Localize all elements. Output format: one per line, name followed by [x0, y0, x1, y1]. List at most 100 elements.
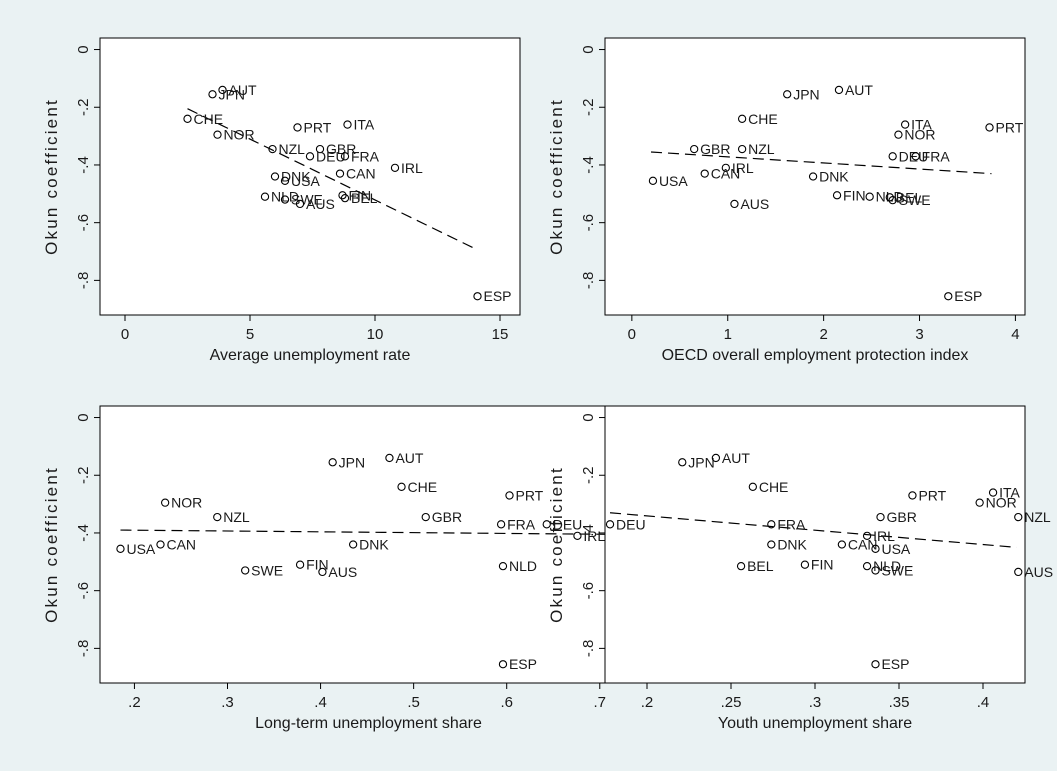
point-label-swe: SWE: [899, 192, 931, 208]
point-label-prt: PRT: [515, 487, 543, 503]
y-tick-label: 0: [580, 45, 597, 53]
data-point-nld: [260, 192, 270, 201]
data-point-usa: [280, 176, 290, 185]
data-point-can: [335, 169, 345, 178]
data-point-dnk: [767, 540, 776, 549]
point-label-gbr: GBR: [887, 509, 917, 525]
point-label-swe: SWE: [291, 192, 323, 208]
data-point-nor: [975, 498, 984, 507]
data-point-nld: [865, 192, 874, 201]
point-label-ita: ITA: [999, 485, 1020, 501]
x-tick-label: .25: [721, 694, 742, 711]
x-tick-label: .4: [977, 694, 990, 711]
x-tick-label: .7: [594, 694, 607, 711]
x-tick-label: 0: [628, 326, 636, 343]
x-axis-label: OECD overall employment protection index: [662, 347, 969, 364]
point-label-prt: PRT: [918, 487, 946, 503]
data-point-esp: [498, 660, 508, 669]
data-point-nor: [894, 130, 903, 139]
y-tick-label: -.2: [75, 466, 92, 484]
fitted-line: [120, 529, 619, 536]
fitted-line: [187, 108, 476, 250]
data-point-jpn: [208, 90, 217, 99]
point-label-dnk: DNK: [359, 537, 389, 553]
data-point-swe: [280, 195, 290, 204]
point-label-nor: NOR: [986, 495, 1017, 511]
data-point-gbr: [315, 144, 325, 154]
point-label-fin: FIN: [811, 557, 834, 573]
point-label-usa: USA: [126, 541, 155, 557]
point-label-irl: IRL: [873, 528, 895, 544]
point-label-prt: PRT: [304, 119, 332, 135]
x-tick-label: .2: [641, 694, 654, 711]
data-point-aut: [218, 85, 227, 95]
data-point-prt: [293, 123, 302, 132]
data-point-nld: [862, 561, 872, 571]
x-tick-label: .4: [314, 694, 327, 711]
point-label-nld: NLD: [509, 558, 537, 574]
data-point-fin: [295, 560, 305, 569]
data-point-bel: [736, 561, 746, 571]
point-label-can: CAN: [848, 537, 878, 553]
data-point-deu: [542, 520, 551, 529]
point-label-esp: ESP: [484, 288, 512, 304]
data-point-esp: [473, 292, 482, 301]
data-point-aut: [711, 453, 721, 463]
x-tick-label: .35: [889, 694, 910, 711]
point-label-usa: USA: [881, 541, 910, 557]
point-label-usa: USA: [659, 173, 688, 189]
data-point-fra: [496, 520, 506, 529]
data-point-jpn: [783, 90, 792, 99]
y-tick-label: -.2: [580, 466, 597, 484]
point-label-fra: FRA: [507, 516, 536, 532]
point-label-fra: FRA: [777, 516, 806, 532]
data-point-nzl: [737, 144, 747, 154]
point-label-fra: FRA: [351, 148, 380, 164]
data-point-che: [183, 114, 192, 123]
data-point-gbr: [876, 512, 885, 522]
point-label-irl: IRL: [583, 528, 605, 544]
data-point-bel: [340, 193, 350, 203]
y-tick-label: -.8: [580, 272, 597, 290]
data-point-can: [837, 540, 847, 549]
data-point-swe: [241, 566, 250, 575]
point-label-dnk: DNK: [819, 169, 849, 185]
x-tick-label: .5: [407, 694, 420, 711]
point-label-che: CHE: [748, 111, 778, 127]
point-label-aut: AUT: [395, 450, 423, 466]
x-tick-label: 10: [367, 326, 384, 343]
point-label-nzl: NZL: [748, 141, 775, 157]
x-tick-label: 1: [724, 326, 732, 343]
point-label-bel: BEL: [896, 189, 923, 205]
point-label-bel: BEL: [747, 558, 774, 574]
data-point-can: [156, 540, 165, 549]
data-point-nld: [498, 561, 508, 571]
y-tick-label: -.6: [580, 582, 597, 600]
y-tick-label: -.8: [75, 640, 92, 658]
point-label-can: CAN: [346, 166, 376, 182]
point-label-nzl: NZL: [1024, 509, 1051, 525]
data-point-prt: [505, 491, 514, 500]
point-label-aus: AUS: [306, 196, 335, 212]
point-label-can: CAN: [166, 537, 196, 553]
data-point-irl: [862, 531, 872, 540]
data-point-fra: [767, 520, 776, 529]
point-label-gbr: GBR: [700, 141, 730, 157]
data-point-dnk: [270, 172, 280, 181]
data-point-che: [748, 482, 757, 491]
point-label-aus: AUS: [740, 196, 769, 212]
data-point-fra: [911, 152, 920, 161]
point-label-bel: BEL: [351, 190, 378, 206]
y-tick-label: 0: [580, 413, 597, 421]
y-axis-label: Okun coefficient: [42, 466, 61, 623]
x-tick-label: 2: [819, 326, 827, 343]
point-label-nzl: NZL: [223, 509, 250, 525]
data-point-nzl: [1014, 512, 1023, 522]
data-point-prt: [985, 123, 994, 132]
y-tick-label: 0: [75, 413, 92, 421]
point-label-prt: PRT: [996, 119, 1024, 135]
point-label-deu: DEU: [553, 516, 583, 532]
point-label-dnk: DNK: [777, 537, 807, 553]
y-tick-label: -.4: [75, 156, 92, 174]
